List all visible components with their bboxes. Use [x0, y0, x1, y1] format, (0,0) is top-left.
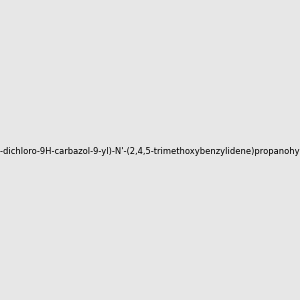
Text: 3-(3,6-dichloro-9H-carbazol-9-yl)-N'-(2,4,5-trimethoxybenzylidene)propanohydrazi: 3-(3,6-dichloro-9H-carbazol-9-yl)-N'-(2,… [0, 147, 300, 156]
